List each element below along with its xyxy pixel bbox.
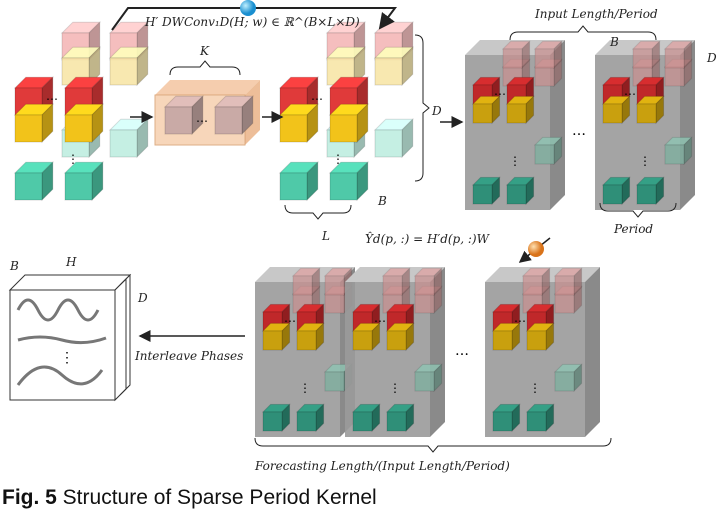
forecast2-cube-yellow bbox=[385, 322, 415, 352]
interleave-label: Interleave Phases bbox=[134, 349, 243, 363]
forecast3-cube-yellow bbox=[491, 322, 521, 352]
input-cube-teal bbox=[13, 160, 55, 202]
forecast1-cube-teal bbox=[295, 403, 325, 433]
period2-cube-teal bbox=[635, 176, 665, 206]
period1-cube-teal bbox=[471, 176, 501, 206]
input-cube-teal bbox=[63, 160, 105, 202]
forecast3-cube-teal bbox=[525, 403, 555, 433]
forecast3-cube-back bbox=[521, 267, 551, 297]
vdots: ⋮ bbox=[299, 381, 311, 395]
forecast-dots: … bbox=[455, 343, 469, 359]
conv-cube-teal bbox=[328, 160, 370, 202]
forecast3-cube-back bbox=[553, 363, 583, 393]
b-label: B bbox=[377, 194, 387, 208]
orange-ball-icon bbox=[528, 241, 544, 257]
period1-cube-teal bbox=[505, 176, 535, 206]
forecast1-cube-yellow bbox=[261, 322, 291, 352]
conv-formula: H′ DWConv₁D(H; w) ∈ ℝ^(B×L×D) bbox=[144, 15, 360, 29]
hdots: … bbox=[624, 84, 636, 98]
forecast1-cube-teal bbox=[261, 403, 291, 433]
d-brace bbox=[414, 34, 430, 182]
hdots: … bbox=[196, 111, 208, 125]
figure-caption: Fig. 5 Structure of Sparse Period Kernel bbox=[2, 486, 377, 510]
vdots: ⋮ bbox=[389, 381, 401, 395]
conv-cube-yellow bbox=[278, 102, 320, 144]
forecast3-cube-yellow bbox=[525, 322, 555, 352]
d-label-2: D bbox=[706, 51, 717, 65]
period-label: Period bbox=[613, 222, 653, 236]
conv-cube-back bbox=[373, 117, 415, 159]
caption-number: Fig. 5 bbox=[2, 486, 57, 509]
kernel-cube bbox=[163, 94, 205, 136]
period1-cube-back bbox=[533, 136, 563, 166]
hdots: … bbox=[374, 311, 386, 325]
forecast2-cube-teal bbox=[351, 403, 381, 433]
period1-cube-back bbox=[501, 40, 531, 70]
period2-cube-back bbox=[663, 40, 693, 70]
wave-vdots: ⋮ bbox=[60, 350, 74, 366]
forecast3-panel-side bbox=[585, 267, 600, 437]
d-label: D bbox=[431, 104, 442, 118]
b-label-2: B bbox=[609, 35, 619, 49]
forecast-brace bbox=[254, 437, 612, 453]
forecast2-cube-yellow bbox=[351, 322, 381, 352]
k-label: K bbox=[199, 44, 210, 58]
l-brace bbox=[284, 204, 352, 220]
hdots: … bbox=[494, 84, 506, 98]
vdots: ⋮ bbox=[67, 152, 79, 166]
forecast2-cube-back bbox=[413, 363, 443, 393]
input-cube-back bbox=[108, 117, 150, 159]
hdots: … bbox=[311, 89, 323, 103]
input-cube-yellow bbox=[63, 102, 105, 144]
vdots: ⋮ bbox=[529, 381, 541, 395]
period2-cube-yellow bbox=[635, 95, 665, 125]
forecast1-cube-back bbox=[291, 267, 321, 297]
forecast-label: Forecasting Length/(Input Length/Period) bbox=[254, 459, 510, 473]
vdots: ⋮ bbox=[639, 154, 651, 168]
vdots: ⋮ bbox=[509, 154, 521, 168]
conv-cube-back bbox=[373, 45, 415, 87]
period2-cube-back bbox=[631, 40, 661, 70]
period2-cube-teal bbox=[601, 176, 631, 206]
k-brace bbox=[169, 60, 241, 76]
h-label: H bbox=[65, 255, 77, 269]
forecast1-cube-yellow bbox=[295, 322, 325, 352]
output-series-box: ⋮ bbox=[8, 273, 132, 402]
period-brace bbox=[599, 202, 677, 218]
input-period-label: Input Length/Period bbox=[534, 7, 658, 21]
input-cube-yellow bbox=[13, 102, 55, 144]
blue-ball-icon bbox=[240, 0, 256, 16]
vdots: ⋮ bbox=[332, 152, 344, 166]
sparse-period-kernel-diagram: … ⋮ … … ⋮ … ⋮ … ⋮ … ⋮ … ⋮ … ⋮ H′ DWConv₁D(H; w) ∈ ℝ^(B… bbox=[8, 0, 717, 473]
kernel-box bbox=[155, 80, 260, 95]
forecast3-cube-back bbox=[553, 267, 583, 297]
hdots: … bbox=[514, 311, 526, 325]
caption-text: Structure of Sparse Period Kernel bbox=[56, 486, 377, 509]
forecast2-cube-back bbox=[381, 267, 411, 297]
b-label-3: B bbox=[9, 259, 19, 273]
forecast3-cube-teal bbox=[491, 403, 521, 433]
input-cube-back bbox=[108, 45, 150, 87]
conv-arrow bbox=[111, 7, 397, 31]
period2-cube-back bbox=[663, 136, 693, 166]
panel-dots: … bbox=[572, 123, 586, 139]
l-label: L bbox=[321, 229, 330, 243]
hdots: … bbox=[284, 311, 296, 325]
period2-cube-yellow bbox=[601, 95, 631, 125]
period1-cube-yellow bbox=[505, 95, 535, 125]
input-period-brace bbox=[509, 25, 657, 41]
period1-cube-back bbox=[533, 40, 563, 70]
conv-cube-yellow bbox=[328, 102, 370, 144]
period1-cube-yellow bbox=[471, 95, 501, 125]
kernel-cube bbox=[213, 94, 255, 136]
forecast2-cube-back bbox=[413, 267, 443, 297]
d-label-3: D bbox=[137, 291, 148, 305]
conv-cube-teal bbox=[278, 160, 320, 202]
forecast2-cube-teal bbox=[385, 403, 415, 433]
linear-formula: Ŷd(p, :) = H′d(p, :)W bbox=[365, 231, 491, 246]
hdots: … bbox=[46, 89, 58, 103]
